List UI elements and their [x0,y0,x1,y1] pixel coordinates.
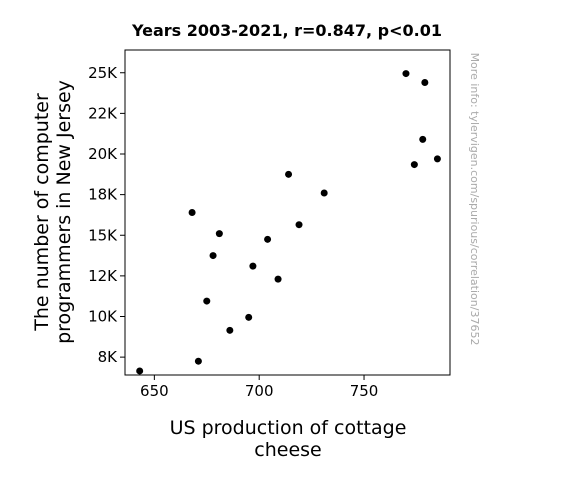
y-tick-label: 15K [88,226,118,244]
data-points [136,70,441,375]
source-watermark: More info: tylervigen.com/spurious/corre… [468,53,481,346]
data-point [209,252,217,260]
y-tick-label: 25K [88,64,118,82]
x-axis-ticks: 650 700 750 [140,375,378,400]
y-axis-label-line-2: programmers in New Jersey [53,80,75,344]
data-point [295,221,303,229]
x-tick-label: 650 [140,382,169,400]
data-point [410,161,418,169]
plot-area-frame [124,49,451,376]
data-point [136,367,144,375]
data-point [274,275,282,283]
data-point [245,313,253,321]
x-axis-label-line-1: US production of cottage [170,417,407,439]
data-point [264,235,272,243]
y-axis-label-line-1: The number of computer [31,93,53,332]
data-point [433,155,441,163]
data-point [203,297,211,305]
data-point [402,70,410,78]
chart-title: Years 2003-2021, r=0.847, p<0.01 [131,21,442,40]
data-point [194,357,202,365]
x-axis-label-line-2: cheese [254,439,321,461]
y-tick-label: 22K [88,104,118,122]
data-point [226,326,234,334]
x-tick-label: 750 [350,382,379,400]
data-point [188,209,196,216]
data-point [285,170,293,178]
data-point [249,262,257,270]
y-tick-label: 12K [88,267,118,285]
data-point [215,230,223,238]
y-tick-label: 10K [88,308,118,326]
y-axis-ticks: 8K 10K 12K 15K 18K 20K 22K 25K [88,64,125,366]
y-tick-label: 8K [98,348,119,366]
x-tick-label: 700 [245,382,274,400]
data-point [419,135,427,143]
data-point [320,189,328,197]
y-tick-label: 20K [88,145,118,163]
data-point [421,79,429,86]
y-tick-label: 18K [88,186,118,204]
